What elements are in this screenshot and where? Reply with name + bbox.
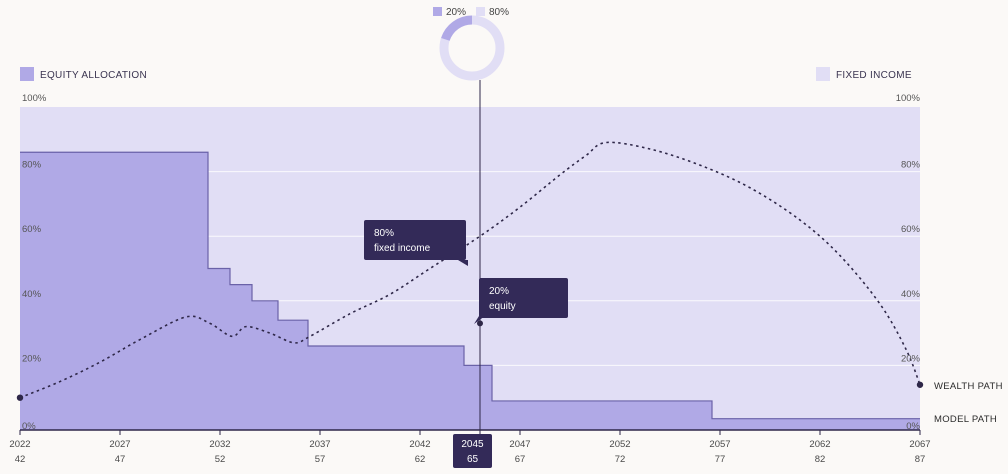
x-tick-year-2022: 2022 (9, 439, 30, 450)
equity-allocation-step-line (20, 151, 920, 420)
y-tick-left-80: 80% (22, 160, 42, 171)
y-tick-right-0: 0% (906, 421, 920, 432)
x-tick-year-2027: 2027 (109, 439, 130, 450)
donut-legend-fixed-swatch (476, 7, 485, 16)
x-tick-age-77: 77 (715, 454, 726, 465)
equity-legend-swatch (20, 67, 34, 81)
fixed-income-tooltip: 80% fixed income (364, 220, 468, 266)
x-tick-age-67: 67 (515, 454, 526, 465)
y-tick-left-100: 100% (22, 93, 47, 104)
equity-tooltip-value: 20% (489, 286, 509, 297)
y-axis-right-labels: 0% 20% 40% 60% 80% 100% (896, 93, 921, 432)
fixed-income-legend-label: FIXED INCOME (836, 70, 912, 81)
x-tick-year-2042: 2042 (409, 439, 430, 450)
y-tick-right-80: 80% (901, 160, 921, 171)
x-tick-year-2062: 2062 (809, 439, 830, 450)
y-tick-right-60: 60% (901, 224, 921, 235)
x-tick-age-47: 47 (115, 454, 126, 465)
y-tick-left-0: 0% (22, 421, 36, 432)
allocation-donut (439, 15, 505, 81)
selected-year-badge[interactable]: 2045 65 (453, 434, 492, 468)
x-tick-year-2047: 2047 (509, 439, 530, 450)
x-tick-age-62: 62 (415, 454, 426, 465)
fixed-tooltip-label: fixed income (374, 243, 431, 254)
x-tick-age-57: 57 (315, 454, 326, 465)
y-tick-left-20: 20% (22, 353, 42, 364)
wealth-path-line (19, 141, 921, 399)
donut-legend-fixed-pct: 80% (489, 7, 509, 18)
x-tick-year-2032: 2032 (209, 439, 230, 450)
model-path-label: MODEL PATH (934, 414, 997, 425)
x-tick-age-72: 72 (615, 454, 626, 465)
equity-legend-label: EQUITY ALLOCATION (40, 70, 147, 81)
x-tick-age-87: 87 (915, 454, 926, 465)
x-tick-year-2052: 2052 (609, 439, 630, 450)
selected-year: 2045 (461, 439, 484, 450)
fixed-tooltip-value: 80% (374, 228, 394, 239)
equity-allocation-area (20, 152, 920, 430)
y-tick-right-100: 100% (896, 93, 921, 104)
equity-marker-point (477, 320, 483, 327)
donut-legend-equity-swatch (433, 7, 442, 16)
donut-legend-equity-pct: 20% (446, 7, 466, 18)
y-axis-left-labels: 0% 20% 40% 60% 80% 100% (22, 93, 47, 432)
equity-tooltip-label: equity (489, 301, 516, 312)
y-tick-right-40: 40% (901, 289, 921, 300)
x-tick-age-42: 42 (15, 454, 26, 465)
donut-equity-segment (441, 15, 473, 42)
wealth-path-label: WEALTH PATH (934, 381, 1003, 392)
y-tick-right-20: 20% (901, 353, 921, 364)
y-tick-left-40: 40% (22, 289, 42, 300)
x-tick-year-2067: 2067 (909, 439, 930, 450)
x-tick-age-52: 52 (215, 454, 226, 465)
equity-tooltip: 20% equity (474, 278, 568, 324)
fixed-income-legend-swatch (816, 67, 830, 81)
x-tick-year-2057: 2057 (709, 439, 730, 450)
x-tick-age-82: 82 (815, 454, 826, 465)
selected-age: 65 (467, 454, 479, 465)
wealth-path-start-point (16, 394, 24, 401)
x-tick-year-2037: 2037 (309, 439, 330, 450)
y-tick-left-60: 60% (22, 224, 42, 235)
wealth-path-end-point (916, 381, 924, 388)
